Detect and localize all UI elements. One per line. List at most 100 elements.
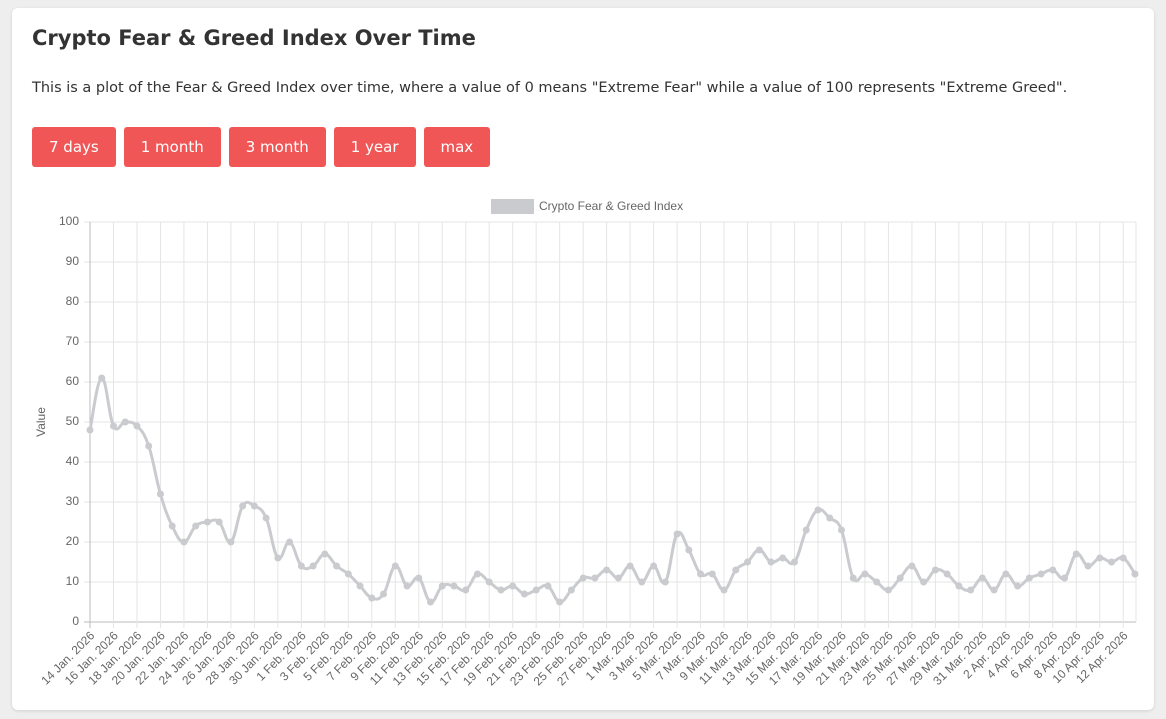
data-point: [567, 586, 575, 594]
description: This is a plot of the Fear & Greed Index…: [32, 80, 1068, 96]
data-point: [591, 574, 599, 582]
data-point: [920, 578, 928, 586]
y-tick-label: 100: [59, 214, 79, 228]
data-point: [438, 582, 446, 590]
data-point: [192, 522, 200, 530]
data-point: [744, 558, 752, 566]
data-point: [121, 418, 129, 426]
data-point: [1014, 582, 1022, 590]
data-point: [509, 582, 517, 590]
data-point: [1025, 574, 1033, 582]
page-title: Crypto Fear & Greed Index Over Time: [32, 26, 476, 50]
data-point: [802, 526, 810, 534]
data-point: [790, 558, 798, 566]
data-point: [98, 374, 106, 382]
data-point: [450, 582, 458, 590]
data-point: [473, 570, 481, 578]
data-point: [579, 574, 587, 582]
data-point: [86, 426, 94, 434]
data-point: [955, 582, 963, 590]
data-point: [814, 506, 822, 514]
data-point: [1108, 558, 1116, 566]
range-button[interactable]: 7 days: [32, 127, 116, 167]
y-tick-label: 50: [66, 414, 80, 428]
data-point: [286, 538, 294, 546]
data-point: [908, 562, 916, 570]
data-point: [732, 566, 740, 574]
y-tick-label: 70: [66, 334, 80, 348]
y-tick-label: 20: [66, 534, 80, 548]
range-button[interactable]: 1 month: [123, 127, 221, 167]
data-point: [380, 590, 388, 598]
y-tick-label: 40: [66, 454, 80, 468]
data-point: [391, 562, 399, 570]
data-point: [168, 522, 176, 530]
range-button[interactable]: 3 month: [228, 127, 326, 167]
data-point: [427, 598, 435, 606]
data-point: [262, 514, 270, 522]
legend-label: Crypto Fear & Greed Index: [539, 199, 683, 213]
data-point: [826, 514, 834, 522]
data-point: [1072, 550, 1080, 558]
data-point: [520, 590, 528, 598]
data-point: [1002, 570, 1010, 578]
data-point: [1084, 562, 1092, 570]
data-point: [321, 550, 329, 558]
y-tick-label: 10: [66, 574, 80, 588]
data-point: [532, 586, 540, 594]
data-point: [368, 594, 376, 602]
data-point: [884, 586, 892, 594]
data-point: [626, 562, 634, 570]
data-point: [1061, 574, 1069, 582]
data-point: [497, 586, 505, 594]
data-point: [215, 518, 223, 526]
data-point: [556, 598, 564, 606]
data-point: [403, 582, 411, 590]
data-point: [967, 586, 975, 594]
data-point: [415, 574, 423, 582]
data-point: [239, 502, 247, 510]
y-tick-label: 80: [66, 294, 80, 308]
data-point: [309, 562, 317, 570]
data-point: [849, 574, 857, 582]
data-point: [462, 586, 470, 594]
data-point: [978, 574, 986, 582]
data-point: [685, 546, 693, 554]
data-point: [333, 562, 341, 570]
data-point: [837, 526, 845, 534]
data-point: [1096, 554, 1104, 562]
data-point: [544, 582, 552, 590]
data-point: [614, 574, 622, 582]
data-point: [896, 574, 904, 582]
series-line: [88, 376, 1137, 604]
data-point: [767, 558, 775, 566]
data-point: [990, 586, 998, 594]
y-tick-label: 30: [66, 494, 80, 508]
data-point: [1037, 570, 1045, 578]
data-point: [109, 422, 117, 430]
data-point: [145, 442, 153, 450]
data-point: [931, 566, 939, 574]
data-point: [650, 562, 658, 570]
data-point: [485, 578, 493, 586]
data-point: [943, 570, 951, 578]
y-tick-label: 90: [66, 254, 80, 268]
data-point: [250, 502, 258, 510]
data-point: [861, 570, 869, 578]
data-point: [1131, 570, 1139, 578]
data-point: [603, 566, 611, 574]
data-point: [673, 530, 681, 538]
data-point: [1049, 566, 1057, 574]
data-point: [297, 562, 305, 570]
y-tick-label: 0: [72, 614, 79, 628]
data-point: [180, 538, 188, 546]
data-point: [203, 518, 211, 526]
data-point: [755, 546, 763, 554]
data-point: [227, 538, 235, 546]
data-point: [274, 554, 282, 562]
data-point: [156, 490, 164, 498]
data-point: [661, 578, 669, 586]
range-button[interactable]: 1 year: [333, 127, 416, 167]
range-button[interactable]: max: [423, 127, 491, 167]
